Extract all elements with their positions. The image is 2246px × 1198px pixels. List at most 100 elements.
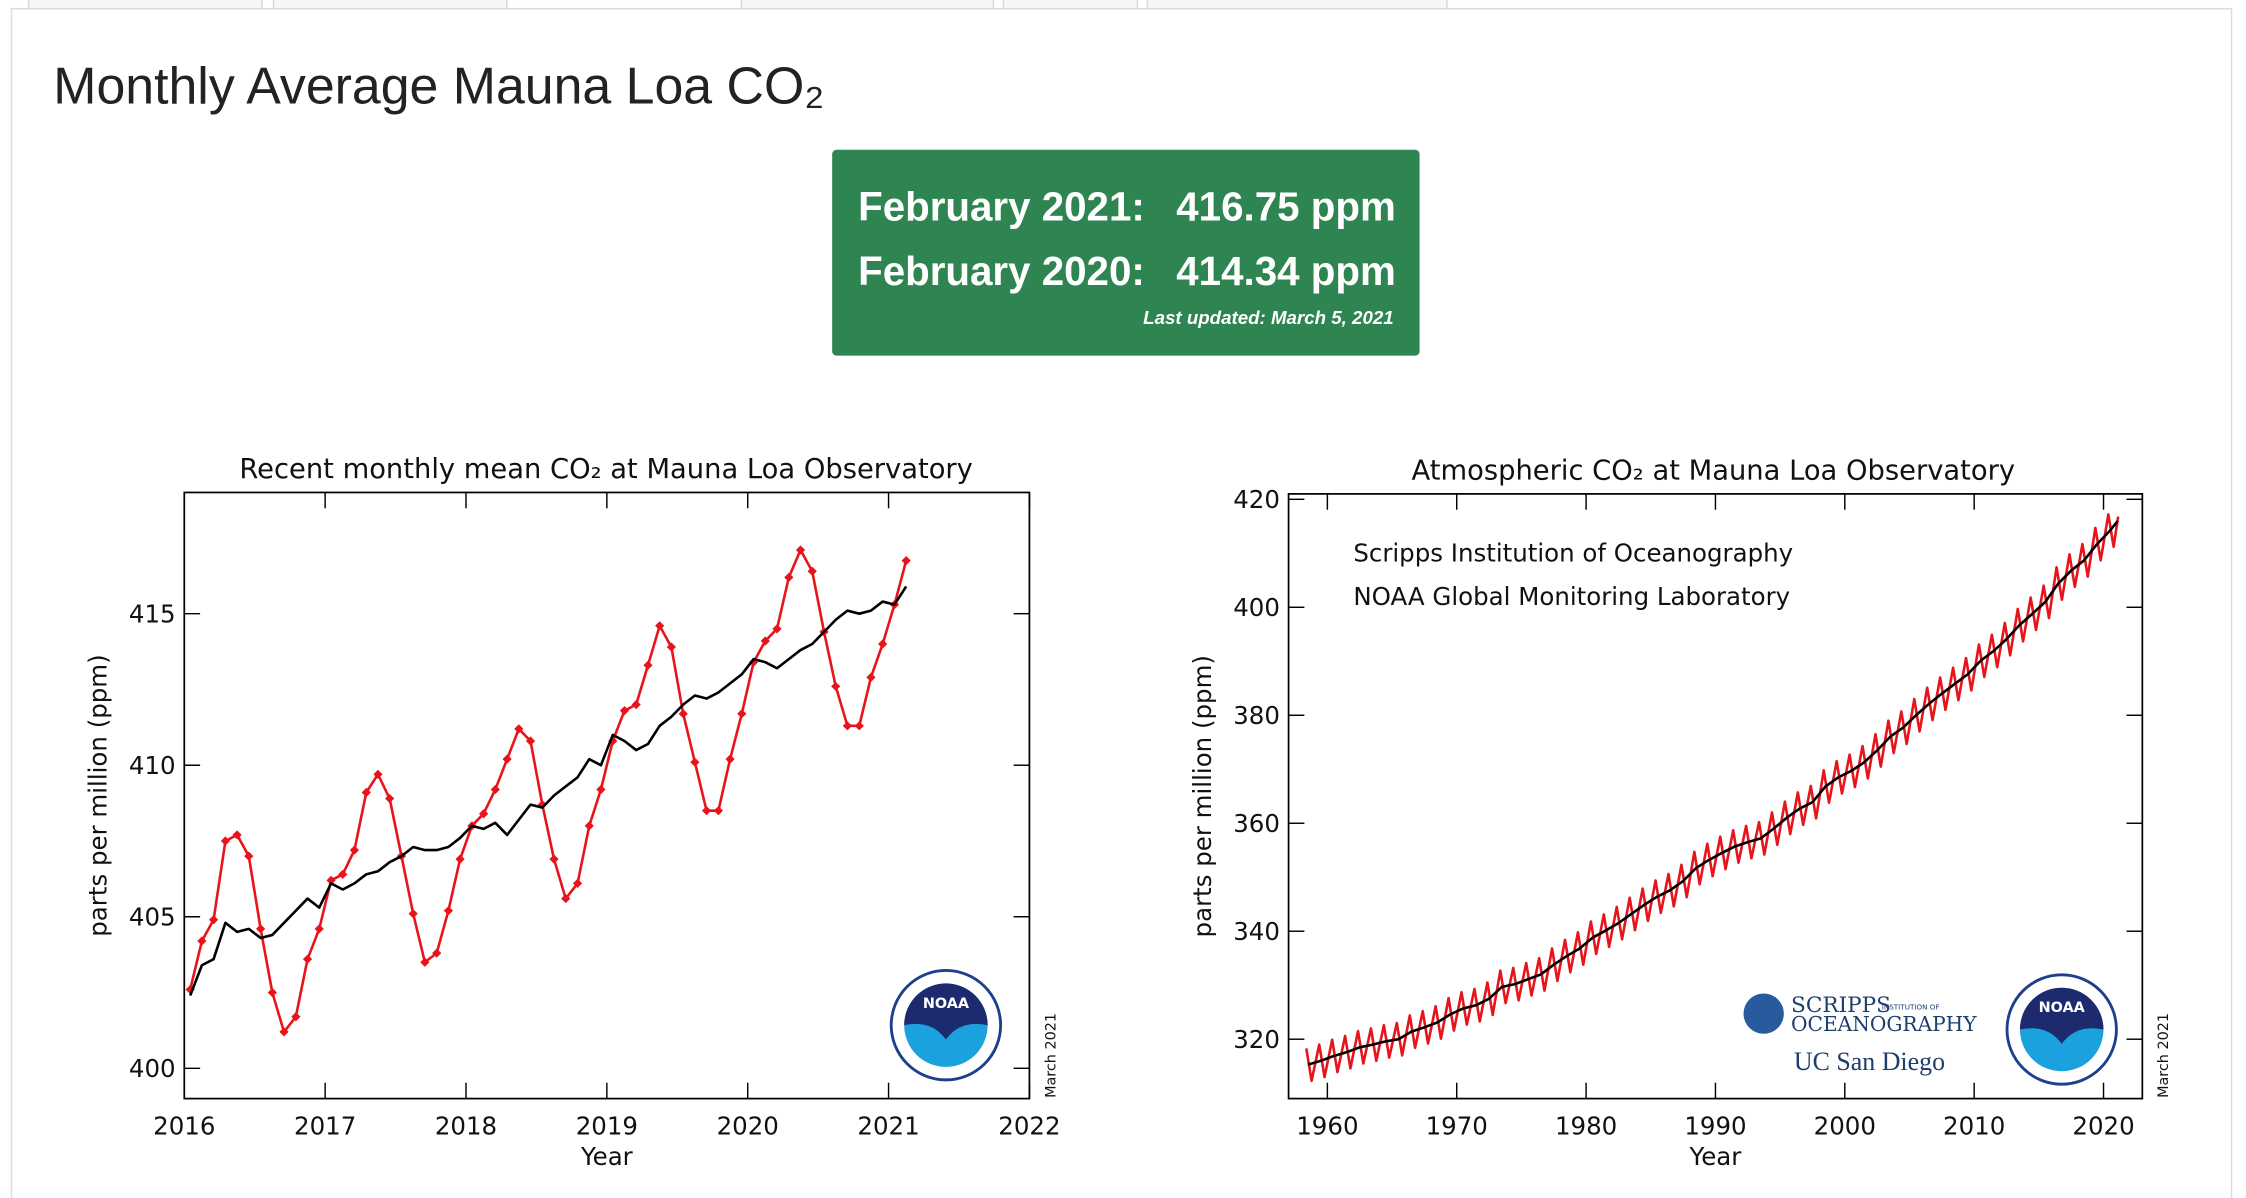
point <box>713 806 724 816</box>
y-tick-label: 405 <box>129 902 176 931</box>
series-line <box>1305 513 2120 1083</box>
y-tick-label: 360 <box>1233 809 1280 838</box>
point <box>302 954 313 964</box>
y-tick-label: 420 <box>1233 485 1280 514</box>
point <box>326 875 336 885</box>
series-line <box>188 585 908 997</box>
point <box>596 784 606 795</box>
x-tick-label: 2017 <box>294 1112 356 1141</box>
point <box>572 878 583 889</box>
series-line <box>188 548 908 1034</box>
point <box>244 851 254 861</box>
tab[interactable] <box>28 0 263 10</box>
info-box <box>832 149 1420 356</box>
date-stamp: March 2021 <box>1043 1013 1059 1098</box>
tab[interactable] <box>740 0 995 10</box>
panel <box>10 7 2233 1198</box>
logo-sky <box>904 983 988 1040</box>
x-tick-label: 2020 <box>2072 1112 2134 1141</box>
point <box>666 642 676 652</box>
point <box>807 566 817 576</box>
x-tick-label: 1990 <box>1684 1112 1746 1141</box>
last-updated: Last updated: March 5, 2021 <box>1143 307 1394 328</box>
info-rows: February 2021: 416.75 ppm February 2020:… <box>858 184 1396 294</box>
point <box>784 572 794 582</box>
y-tick-label: 415 <box>129 599 176 628</box>
plot-frame <box>183 491 1031 1100</box>
point <box>420 957 430 967</box>
row-value: 414.34 ppm <box>1176 249 1396 294</box>
point <box>338 869 348 879</box>
x-tick-label: 2022 <box>998 1112 1060 1141</box>
point <box>514 724 524 734</box>
point <box>349 845 360 855</box>
chart: Recent monthly mean CO₂ at Mauna Loa Obs… <box>84 454 1061 1171</box>
tab[interactable] <box>1002 0 1139 10</box>
tab[interactable] <box>272 0 508 10</box>
x-tick-label: 2019 <box>576 1112 638 1141</box>
point <box>690 757 700 767</box>
x-tick-label: 2020 <box>717 1112 779 1141</box>
logo-globe <box>1743 993 1784 1034</box>
x-tick-label: 2000 <box>1814 1112 1876 1141</box>
y-tick-label: 410 <box>129 751 176 780</box>
point <box>385 793 395 804</box>
y-tick-label: 320 <box>1233 1025 1280 1054</box>
x-tick-label: 2021 <box>857 1112 919 1141</box>
x-axis-label: Year <box>580 1142 634 1171</box>
point <box>842 721 853 731</box>
row-value: 416.75 ppm <box>1176 184 1396 229</box>
chart-title: Recent monthly mean CO₂ at Mauna Loa Obs… <box>239 454 972 485</box>
point <box>455 854 465 864</box>
logo-text: SCRIPPS <box>1791 993 1891 1018</box>
point <box>279 1027 289 1037</box>
point <box>795 545 806 555</box>
y-tick-label: 400 <box>129 1054 176 1083</box>
tab[interactable] <box>1146 0 1448 10</box>
y-tick-label: 380 <box>1233 701 1280 730</box>
logo-text: INSTITUTION OF <box>1882 1002 1940 1011</box>
point <box>267 987 277 998</box>
y-axis-label: parts per million (ppm) <box>1188 655 1217 937</box>
point <box>220 836 231 846</box>
series-line <box>1307 520 2119 1066</box>
date-stamp: March 2021 <box>2156 1013 2172 1098</box>
x-tick-label: 1960 <box>1296 1112 1358 1141</box>
point <box>701 806 712 816</box>
logo-text: NOAA <box>923 996 970 1012</box>
row-label: February 2021: <box>858 184 1145 229</box>
point <box>291 1012 301 1022</box>
point <box>737 709 747 719</box>
point <box>655 621 665 631</box>
point <box>432 948 442 958</box>
point <box>490 784 500 795</box>
page-title: Monthly Average Mauna Loa CO₂ <box>53 57 824 115</box>
logo-sky <box>2019 987 2104 1044</box>
point <box>373 769 383 779</box>
point <box>643 660 653 670</box>
chart-title: Atmospheric CO₂ at Mauna Loa Observatory <box>1412 456 2015 487</box>
point <box>408 909 418 919</box>
annotation: NOAA Global Monitoring Laboratory <box>1353 582 1790 611</box>
chart: Atmospheric CO₂ at Mauna Loa Observatory… <box>1188 456 2172 1171</box>
logo-text: OCEANOGRAPHY <box>1791 1012 1977 1036</box>
plot-frame <box>1287 493 2144 1100</box>
x-tick-label: 2018 <box>435 1112 497 1141</box>
point <box>854 721 864 731</box>
y-tick-label: 340 <box>1233 917 1280 946</box>
y-axis-label: parts per million (ppm) <box>84 654 113 936</box>
y-tick-label: 400 <box>1233 593 1280 622</box>
point <box>619 706 630 716</box>
x-tick-label: 1980 <box>1555 1112 1617 1141</box>
x-axis-label: Year <box>1689 1142 1743 1171</box>
row-label: February 2020: <box>858 249 1145 294</box>
annotation: Scripps Institution of Oceanography <box>1353 539 1793 568</box>
x-tick-label: 1970 <box>1426 1112 1488 1141</box>
x-tick-label: 2010 <box>1943 1112 2005 1141</box>
logo-text: NOAA <box>2039 1000 2086 1016</box>
point <box>866 672 876 682</box>
logo-text: UC San Diego <box>1794 1047 1945 1076</box>
x-tick-label: 2016 <box>153 1112 215 1141</box>
